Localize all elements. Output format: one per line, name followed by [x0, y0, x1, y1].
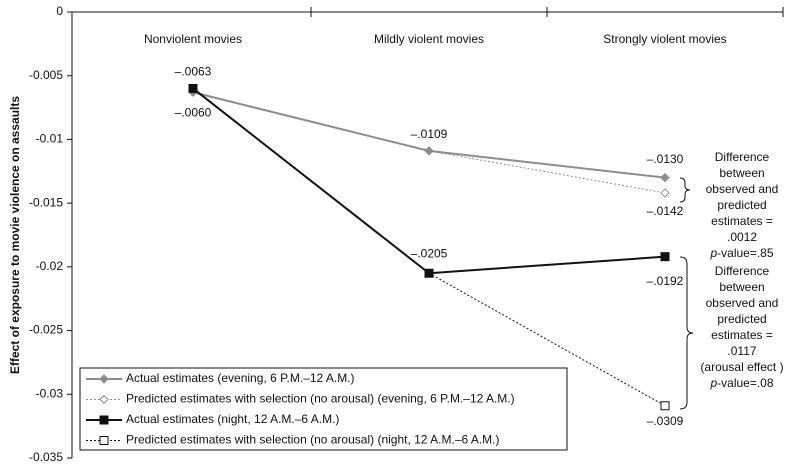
annotation: estimates =: [711, 214, 773, 228]
x-tick-label: Strongly violent movies: [603, 32, 726, 46]
series-line: [428, 150, 666, 194]
legend-label: Predicted estimates with selection (no a…: [126, 392, 515, 406]
y-tick-label: -0.035: [29, 450, 63, 464]
category-ticks: [310, 7, 784, 17]
marker: [660, 188, 670, 198]
y-tick-label: -0.03: [36, 386, 64, 400]
y-tick-label: 0: [56, 4, 63, 18]
data-label: –.0063: [175, 64, 212, 78]
legend-marker: [99, 436, 109, 445]
marker: [188, 83, 198, 93]
brace: [679, 256, 694, 410]
legend-marker: [99, 374, 109, 384]
annotation: (arousal effect ): [700, 360, 783, 374]
annotation: between: [719, 166, 764, 180]
legend-label: Actual estimates (night, 12 A.M.–6 A.M.): [126, 412, 339, 426]
p-italic: p: [709, 376, 717, 390]
series-line: [428, 272, 666, 407]
brace: [679, 177, 691, 203]
data-label: –.0309: [647, 414, 684, 428]
data-label: –.0205: [411, 246, 448, 260]
marker: [424, 146, 434, 156]
y-tick-label: -0.015: [29, 195, 63, 209]
y-tick-label: -0.025: [29, 323, 63, 337]
data-label: –.0142: [647, 204, 684, 218]
y-tick-label: -0.01: [36, 132, 64, 146]
annotation-pvalue: p-value=.08: [709, 376, 773, 390]
annotation: .0117: [727, 344, 756, 358]
data-label: –.0109: [411, 127, 448, 141]
legend-marker: [99, 394, 109, 405]
data-label: –.0060: [175, 106, 212, 120]
annotation: predicted: [717, 198, 766, 212]
legend-label: Actual estimates (evening, 6 P.M.–12 A.M…: [126, 371, 355, 385]
marker: [424, 268, 434, 278]
annotation: predicted: [717, 312, 766, 326]
annotation: observed and: [706, 182, 779, 196]
y-tick-label: -0.02: [36, 259, 64, 273]
x-tick-label: Mildly violent movies: [374, 32, 484, 46]
p-value: -value=.08: [717, 376, 774, 390]
p-italic: p: [709, 246, 717, 260]
legend-marker: [99, 415, 109, 425]
annotation: Difference: [715, 150, 770, 164]
legend-label: Predicted estimates with selection (no a…: [126, 433, 500, 447]
annotation: estimates =: [711, 328, 773, 342]
legend: [79, 367, 568, 451]
y-axis-label: Effect of exposure to movie violence on …: [8, 96, 22, 374]
annotation-pvalue: p-value=.85: [709, 246, 773, 260]
y-tick-label: -0.005: [29, 68, 63, 82]
annotation: observed and: [706, 296, 779, 310]
data-label: –.0192: [647, 274, 684, 288]
marker: [660, 172, 670, 183]
annotation: Difference: [715, 264, 770, 278]
marker: [660, 252, 670, 262]
p-value: -value=.85: [717, 246, 774, 260]
x-tick-label: Nonviolent movies: [144, 32, 242, 46]
annotation: .0012: [727, 230, 757, 244]
annotation: between: [719, 280, 764, 294]
data-label: –.0130: [647, 152, 684, 166]
marker: [660, 401, 670, 411]
